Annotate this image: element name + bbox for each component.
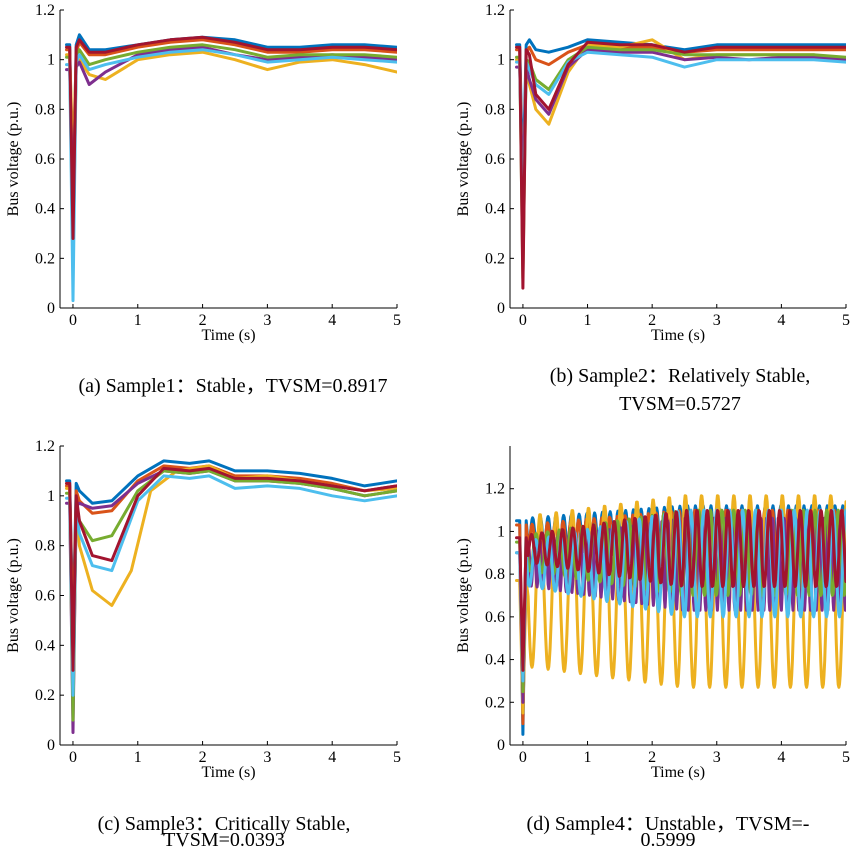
x-tick-label: 1 <box>584 749 592 766</box>
series-group <box>65 459 397 734</box>
series-line-bus-4 <box>65 469 397 734</box>
x-tick-label: 2 <box>648 312 656 329</box>
y-tick-label: 0.6 <box>485 151 505 168</box>
y-tick-label: 0.2 <box>35 687 55 704</box>
y-tick-label: 0 <box>47 300 55 317</box>
x-axis-label: Time (s) <box>201 327 255 344</box>
y-tick-label: 1 <box>47 488 55 505</box>
y-tick-label: 1.2 <box>35 438 55 455</box>
x-tick-label: 0 <box>69 312 77 329</box>
series-line-bus-7 <box>515 509 846 672</box>
series-line-bus-3 <box>65 50 397 161</box>
x-axis-label: Time (s) <box>201 764 255 781</box>
x-tick-label: 4 <box>777 312 785 329</box>
chart-caption: (c) Sample3：Critically Stable, <box>98 813 351 835</box>
x-axis-label: Time (s) <box>651 327 705 344</box>
y-tick-label: 0.2 <box>35 250 55 267</box>
series-group <box>65 33 397 303</box>
y-axis-label: Bus voltage (p.u.) <box>5 102 22 217</box>
series-line-bus-3 <box>515 494 846 715</box>
y-tick-label: 0.8 <box>35 101 55 118</box>
series-line-bus-4 <box>65 45 397 206</box>
series-group <box>515 494 846 736</box>
x-tick-label: 3 <box>263 312 271 329</box>
y-tick-label: 0 <box>497 737 505 754</box>
y-tick-label: 1.2 <box>485 481 505 498</box>
series-line-bus-5 <box>65 43 397 273</box>
x-tick-label: 0 <box>519 749 527 766</box>
series-group <box>515 38 846 290</box>
chart-caption: (b) Sample2：Relatively Stable, <box>550 365 811 387</box>
chart-caption: (d) Sample4：Unstable，TVSM=- <box>527 813 810 835</box>
chart-caption: TVSM=0.0393 <box>163 829 285 851</box>
y-tick-label: 0.8 <box>485 101 505 118</box>
x-tick-label: 4 <box>777 749 785 766</box>
series-line-bus-7 <box>65 466 397 672</box>
y-tick-label: 1.2 <box>485 2 505 19</box>
x-tick-label: 4 <box>328 312 336 329</box>
series-line-bus-6 <box>65 48 397 303</box>
x-tick-label: 0 <box>519 312 527 329</box>
chart-panel-2: 0 1 2 3 4 5 0 0.2 0.4 0.6 0.8 1 1.2 Time (s) Bus volta… <box>455 2 850 415</box>
chart-panel-4: 0 1 2 3 4 5 0 0.2 0.4 0.6 0.8 1 1.2 Time (s) Bus volta… <box>455 446 850 851</box>
y-tick-label: 1 <box>497 52 505 69</box>
y-axis-label: Bus voltage (p.u.) <box>455 538 472 653</box>
x-tick-label: 1 <box>134 749 142 766</box>
series-line-bus-2 <box>65 38 397 235</box>
y-tick-label: 1 <box>497 523 505 540</box>
x-tick-label: 0 <box>69 749 77 766</box>
y-tick-label: 0.4 <box>35 201 55 218</box>
chart-caption: 0.5999 <box>641 829 696 851</box>
x-tick-label: 4 <box>328 749 336 766</box>
series-line-bus-7 <box>65 35 397 240</box>
x-tick-label: 3 <box>263 749 271 766</box>
y-tick-label: 0.2 <box>485 250 505 267</box>
y-tick-label: 1 <box>47 52 55 69</box>
x-tick-label: 3 <box>713 312 721 329</box>
y-tick-label: 0.4 <box>35 637 55 654</box>
chart-caption: (a) Sample1：Stable，TVSM=0.8917 <box>78 375 387 397</box>
y-tick-label: 0.6 <box>35 588 55 605</box>
x-tick-label: 3 <box>713 749 721 766</box>
x-tick-label: 5 <box>393 312 401 329</box>
x-tick-label: 5 <box>842 312 850 329</box>
x-tick-label: 2 <box>648 749 656 766</box>
y-axis-label: Bus voltage (p.u.) <box>5 538 22 653</box>
x-tick-label: 1 <box>584 312 592 329</box>
y-tick-label: 0.4 <box>485 201 505 218</box>
y-tick-label: 0.6 <box>35 151 55 168</box>
y-tick-label: 0.8 <box>485 566 505 583</box>
y-tick-label: 0.4 <box>485 652 505 669</box>
y-tick-label: 0.6 <box>485 609 505 626</box>
x-tick-label: 2 <box>199 749 207 766</box>
y-tick-label: 0 <box>497 300 505 317</box>
y-tick-label: 0.8 <box>35 538 55 555</box>
chart-panel-3: 0 1 2 3 4 5 0 0.2 0.4 0.6 0.8 1 1.2 Time (s) Bus volta… <box>5 438 401 851</box>
y-axis-label: Bus voltage (p.u.) <box>455 102 472 217</box>
y-tick-label: 0.2 <box>485 694 505 711</box>
x-tick-label: 5 <box>393 749 401 766</box>
chart-panel-1: 0 1 2 3 4 5 0 0.2 0.4 0.6 0.8 1 1.2 Time (s) Bus volta… <box>5 2 401 397</box>
y-tick-label: 1.2 <box>35 2 55 19</box>
series-line-bus-7 <box>515 40 846 290</box>
chart-caption: TVSM=0.5727 <box>619 393 741 415</box>
y-tick-label: 0 <box>47 737 55 754</box>
x-axis-label: Time (s) <box>651 764 705 781</box>
series-line-bus-6 <box>65 474 397 697</box>
x-tick-label: 5 <box>842 749 850 766</box>
x-tick-label: 2 <box>199 312 207 329</box>
x-tick-label: 1 <box>134 312 142 329</box>
